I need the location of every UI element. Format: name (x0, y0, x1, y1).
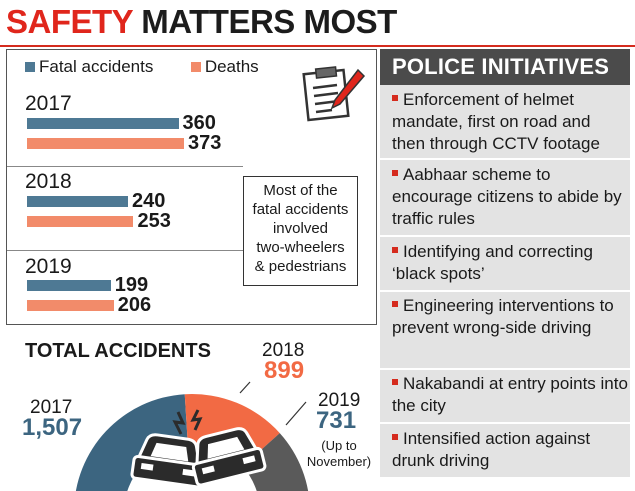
car-crash-icon (130, 409, 267, 489)
initiative-separator (380, 158, 630, 160)
value-deaths-2018: 253 (137, 210, 171, 232)
chart-legend: Fatal accidents Deaths (25, 57, 259, 77)
fatal-accidents-chart-panel (6, 49, 377, 325)
total-value-2017: 1,507 (22, 414, 83, 441)
initiative-item: Engineering interventions to prevent wro… (392, 295, 628, 339)
police-initiatives-panel (380, 49, 630, 477)
value-deaths-2019: 206 (117, 294, 152, 316)
total-year-2017: 2017 (30, 397, 73, 418)
total-year-2019: 2019 (318, 390, 361, 411)
initiative-text: Engineering interventions to prevent wro… (392, 296, 614, 337)
value-deaths-2017: 373 (188, 132, 222, 154)
bar-fatal-2019 (27, 280, 111, 291)
initiative-separator (380, 368, 630, 370)
bullet-icon (392, 246, 398, 253)
initiative-item: Intensified action against drunk driving (392, 428, 628, 472)
note-line-2: fatal accidents (252, 201, 349, 218)
legend-fatal: Fatal accidents (39, 57, 154, 76)
total-accidents-donut (75, 381, 309, 491)
bar-deaths-2018 (27, 216, 134, 227)
bullet-icon (392, 94, 398, 101)
bullet-icon (392, 378, 398, 385)
initiative-text: Intensified action against drunk driving (392, 429, 591, 470)
title-part-1: SAFETY (6, 3, 133, 40)
leader-line-2019 (285, 401, 307, 426)
fatal-accidents-note: Most of the fatal accidents involved two… (243, 176, 358, 286)
initiative-text: Aabhaar scheme to encourage citizens to … (392, 165, 622, 228)
title-part-2: MATTERS MOST (141, 3, 397, 40)
total-year-2018: 2018 (262, 340, 305, 361)
value-fatal-2017: 360 (182, 112, 216, 134)
value-fatal-2019: 199 (114, 274, 149, 296)
year-label-2019: 2019 (25, 255, 72, 278)
initiative-item: Aabhaar scheme to encourage citizens to … (392, 164, 628, 230)
note-line-4: two-wheelers (256, 239, 345, 256)
bar-fatal-2017 (27, 118, 179, 129)
total-value-2019: 731 (316, 407, 357, 434)
donut-segment-2017 (75, 394, 188, 491)
initiative-item: Enforcement of helmet mandate, first on … (392, 89, 628, 155)
bar-deaths-2019 (27, 300, 114, 311)
initiative-text: Enforcement of helmet mandate, first on … (392, 90, 600, 153)
total-2019-note: (Up to November) (306, 438, 372, 469)
note-line-3: involved (272, 220, 329, 237)
initiative-item: Identifying and correcting ‘black spots’ (392, 241, 628, 285)
donut-segment-2019 (242, 433, 309, 491)
title-rule (0, 45, 635, 47)
initiative-separator (380, 290, 630, 292)
initiative-text: Nakabandi at entry points into the city (392, 374, 628, 415)
note-line-1: Most of the (263, 182, 338, 199)
initiative-separator (380, 422, 630, 424)
clipboard-pen-icon (302, 66, 366, 122)
value-fatal-2018: 240 (132, 190, 166, 212)
legend-deaths: Deaths (204, 57, 259, 76)
bullet-icon (392, 433, 398, 440)
divider-2019 (7, 250, 243, 251)
total-accidents-title: TOTAL ACCIDENTS (25, 340, 211, 362)
note-line-5: & pedestrians (254, 258, 347, 275)
page-title: SAFETY MATTERS MOST (6, 2, 397, 42)
divider-2018 (7, 166, 243, 167)
bullet-icon (392, 300, 398, 307)
initiative-item: Nakabandi at entry points into the city (392, 373, 628, 417)
bullet-icon (392, 169, 398, 176)
year-label-2017: 2017 (25, 92, 72, 115)
initiative-separator (380, 235, 630, 237)
leader-line-2018 (239, 381, 251, 394)
police-initiatives-heading: POLICE INITIATIVES (380, 49, 630, 85)
legend-swatch-deaths (190, 61, 201, 72)
bar-fatal-2018 (27, 196, 129, 207)
initiative-text: Identifying and correcting ‘black spots’ (392, 242, 593, 283)
legend-swatch-fatal (25, 61, 35, 72)
bar-deaths-2017 (27, 138, 184, 149)
year-label-2018: 2018 (25, 170, 72, 193)
total-value-2018: 899 (264, 357, 305, 384)
